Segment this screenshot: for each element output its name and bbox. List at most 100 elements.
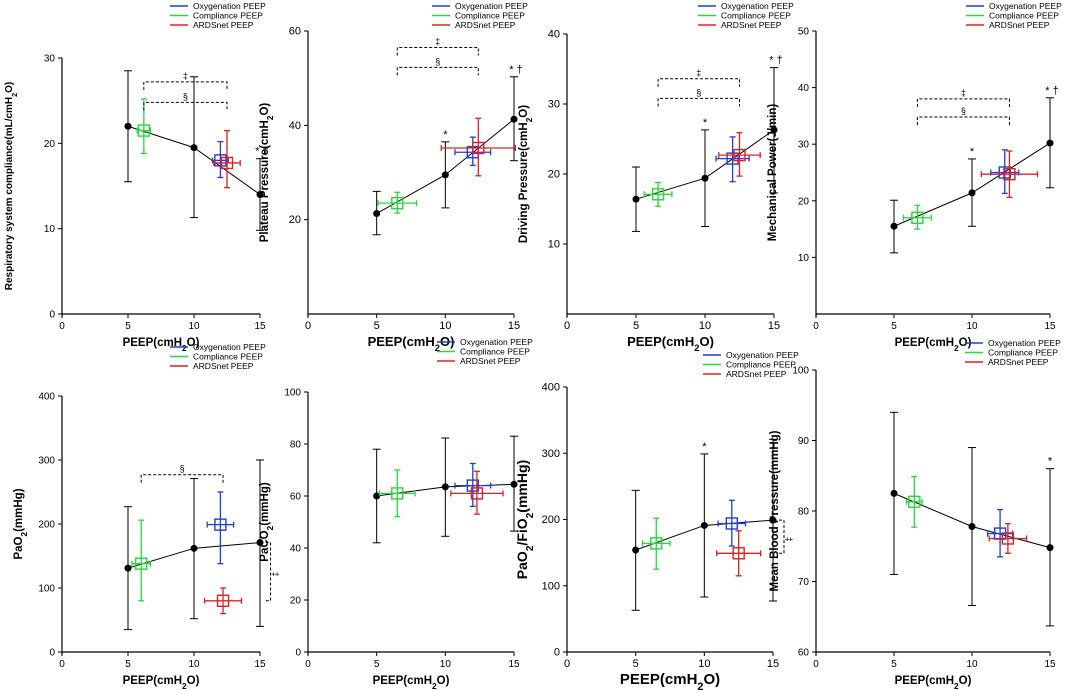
data-point — [890, 489, 898, 497]
legend-label: Oxygenation PEEP — [193, 342, 266, 352]
x-tick-label: 0 — [813, 659, 819, 670]
legend-label: Oxygenation PEEP — [455, 1, 528, 11]
data-point — [190, 544, 198, 552]
legend-label: ARDSnet PEEP — [455, 20, 516, 30]
x-axis-label: PEEP(cmH2O) — [620, 671, 720, 691]
legend-label: Oxygenation PEEP — [988, 338, 1061, 348]
data-point — [510, 115, 518, 123]
x-axis-label: PEEP(cmH2O) — [123, 337, 200, 353]
y-tick-label: 30 — [798, 140, 810, 151]
significance-mark: * — [702, 441, 707, 453]
y-axis-label: PaO2(mmHg) — [13, 488, 29, 559]
data-point — [256, 191, 264, 199]
data-point — [770, 126, 778, 134]
data-point — [701, 174, 709, 182]
chart-panel: 60 70 80 90 100 0 5 10 15 PEEP(cmH2O) Mean Blood P… — [769, 338, 1061, 691]
significance-mark: * — [1048, 456, 1053, 468]
y-tick-label: 60 — [289, 26, 301, 38]
data-point — [1046, 139, 1054, 147]
bracket-label: ‡ — [961, 88, 966, 98]
bracket-label: § — [961, 106, 966, 116]
x-axis-label: PEEP(cmH2O) — [895, 337, 972, 353]
bracket — [396, 66, 479, 76]
x-tick-label: 10 — [966, 659, 978, 670]
data-point — [968, 523, 976, 531]
legend-label: ARDSnet PEEP — [721, 20, 782, 30]
x-tick-label: 5 — [633, 320, 639, 332]
x-tick-label: 10 — [439, 320, 451, 332]
group-marker — [725, 517, 738, 530]
y-tick-label: 400 — [38, 392, 55, 403]
y-tick-label: 10 — [798, 253, 810, 264]
bracket-label: ‡ — [271, 572, 281, 577]
y-tick-label: 0 — [295, 648, 301, 659]
chart-panel: 0 10 20 30 0 5 10 15 PEEP(cmH2O) Respiratory syst… — [4, 1, 269, 353]
group-marker — [472, 141, 485, 155]
group-marker — [137, 124, 151, 137]
x-tick-label: 10 — [188, 321, 200, 332]
data-point — [124, 122, 132, 130]
legend-label: ARDSnet PEEP — [193, 361, 254, 371]
y-tick-label: 100 — [284, 388, 301, 399]
y-tick-label: 300 — [38, 456, 55, 467]
x-tick-label: 5 — [374, 320, 380, 332]
legend-label: Compliance PEEP — [193, 11, 263, 21]
significance-mark: * † — [769, 55, 782, 67]
x-tick-label: 5 — [633, 658, 639, 670]
x-tick-label: 15 — [508, 320, 520, 332]
data-point — [890, 222, 898, 230]
legend-label: Compliance PEEP — [460, 347, 530, 357]
bracket — [140, 474, 224, 483]
group-marker — [998, 166, 1011, 179]
bracket-label: ‡ — [435, 37, 440, 47]
data-point — [632, 546, 640, 554]
y-tick-label: 300 — [542, 448, 560, 460]
legend-label: Oxygenation PEEP — [989, 1, 1062, 11]
group-marker — [732, 547, 745, 560]
bracket-label: ‡ — [696, 68, 701, 78]
y-tick-label: 0 — [554, 647, 560, 659]
group-marker — [1001, 532, 1015, 545]
y-tick-label: 100 — [38, 584, 55, 595]
data-point — [441, 483, 449, 491]
group-marker — [216, 594, 230, 607]
data-point — [769, 516, 777, 524]
y-tick-label: 80 — [798, 507, 810, 518]
group-marker — [466, 479, 479, 492]
y-tick-label: 40 — [548, 29, 560, 41]
y-tick-label: 20 — [289, 214, 301, 226]
x-tick-label: 0 — [59, 659, 65, 670]
legend-label: Oxygenation PEEP — [460, 337, 533, 347]
bracket-label: § — [183, 91, 188, 101]
y-tick-label: 100 — [542, 580, 560, 592]
group-marker — [650, 537, 663, 550]
y-tick-label: 20 — [44, 139, 56, 150]
legend-label: Compliance PEEP — [988, 348, 1058, 358]
chart-panel: 0 100 200 300 400 0 5 10 15 PEEP(cmH2O) PaO2(mmHg)… — [13, 342, 281, 691]
x-tick-label: 0 — [564, 658, 570, 670]
y-tick-label: 10 — [548, 239, 560, 251]
legend-label: ARDSnet PEEP — [726, 369, 787, 379]
data-point — [256, 539, 264, 547]
x-tick-label: 10 — [699, 320, 711, 332]
y-tick-label: 90 — [798, 436, 810, 447]
bracket — [143, 101, 228, 111]
y-tick-label: 30 — [44, 54, 56, 65]
chart-panel: 0 20 40 60 80 100 0 5 10 15 PEEP(cmH2O) PaCO2(mmHg)… — [259, 337, 533, 691]
y-tick-label: 40 — [290, 544, 302, 555]
x-tick-label: 0 — [59, 321, 65, 332]
chart-panel: 10 20 30 40 0 5 10 15 PEEP(cmH2O) Driving Pressur… — [518, 1, 794, 353]
group-marker — [134, 557, 148, 570]
x-tick-label: 15 — [768, 320, 780, 332]
x-axis-label: PEEP(cmH2O) — [373, 675, 450, 691]
data-point — [373, 210, 381, 218]
x-tick-label: 5 — [374, 659, 380, 670]
group-marker — [908, 495, 921, 509]
data-point — [124, 564, 132, 572]
x-tick-label: 0 — [564, 320, 570, 332]
x-tick-label: 0 — [305, 659, 311, 670]
y-tick-label: 200 — [542, 514, 560, 526]
y-tick-label: 60 — [290, 492, 302, 503]
y-axis-label: PaCO2(mmHg) — [259, 482, 275, 562]
